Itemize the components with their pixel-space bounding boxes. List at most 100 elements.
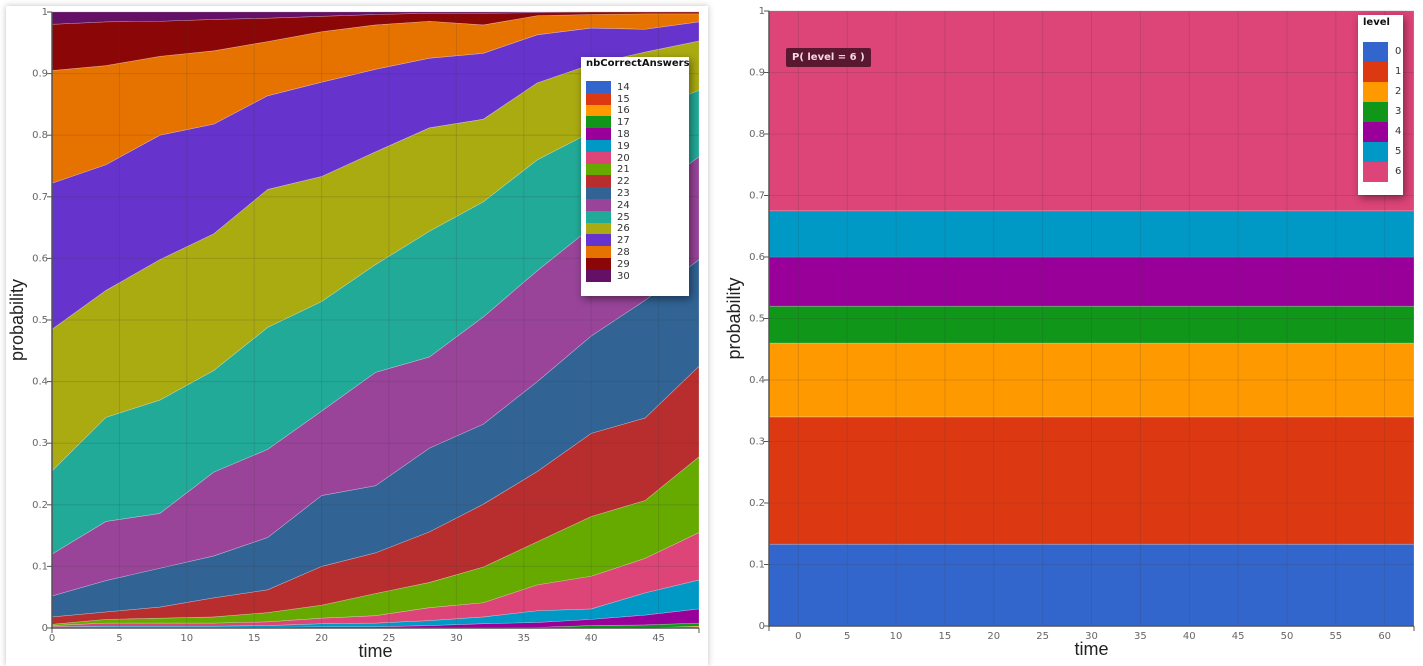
right-legend: level 0 1 2 3 4 5 6: [1358, 15, 1403, 195]
legend-item-14[interactable]: 14: [586, 81, 630, 93]
y-tick-label: 0.4: [749, 375, 765, 386]
legend-label: 4: [1395, 126, 1402, 137]
legend-swatch: [1363, 162, 1388, 182]
x-tick-label: 10: [890, 631, 903, 642]
left-legend-items: 14 15 16 17 18 19 20 21 22 23 24 25 26 27 28 29 30: [586, 81, 630, 282]
x-tick-label: 35: [1134, 631, 1147, 642]
y-tick-label: 0.6: [32, 253, 48, 264]
legend-label: 5: [1395, 146, 1402, 157]
y-axis-label: probability: [724, 277, 744, 359]
legend-swatch: [1363, 82, 1388, 102]
legend-item-4[interactable]: 4: [1363, 122, 1401, 142]
y-axis-label: probability: [7, 279, 27, 361]
legend-item-5[interactable]: 5: [1363, 142, 1401, 162]
x-axis-label: time: [1074, 639, 1108, 659]
x-tick-label: 30: [450, 633, 463, 644]
area-series-24[interactable]: [51, 156, 700, 597]
legend-item-27[interactable]: 27: [586, 234, 630, 247]
legend-label: 6: [1395, 166, 1402, 177]
y-tick-label: 0.3: [749, 437, 765, 448]
x-tick-label: 0: [49, 633, 55, 644]
y-tick-label: 1: [42, 7, 48, 18]
y-tick-label: 0: [42, 623, 48, 634]
legend-item-6[interactable]: 6: [1363, 162, 1401, 182]
legend-label: 17: [617, 117, 630, 129]
legend-item-26[interactable]: 26: [586, 222, 630, 235]
x-tick-label: 25: [383, 633, 396, 644]
area-series-26[interactable]: [51, 40, 700, 472]
legend-item-23[interactable]: 23: [586, 187, 630, 199]
legend-label: 20: [617, 152, 630, 164]
legend-swatch: [586, 81, 611, 93]
legend-item-3[interactable]: 3: [1363, 102, 1401, 122]
legend-item-29[interactable]: 29: [586, 257, 630, 270]
x-tick-label: 30: [1085, 631, 1098, 642]
y-tick-label: 0: [759, 621, 765, 632]
area-series-28[interactable]: [51, 13, 700, 184]
right-chart: 00.10.20.30.40.50.60.70.80.910 5 10 15 20 25 3…: [724, 6, 1415, 659]
legend-item-30[interactable]: 30: [586, 269, 630, 282]
x-tick-label: 10: [180, 633, 193, 644]
legend-item-22[interactable]: 22: [586, 175, 630, 188]
legend-swatch: [586, 104, 611, 117]
y-tick-label: 0.6: [749, 252, 765, 263]
legend-item-0[interactable]: 0: [1363, 42, 1401, 62]
legend-item-16[interactable]: 16: [586, 104, 630, 117]
legend-label: 21: [617, 164, 630, 176]
legend-label: 29: [617, 258, 630, 270]
legend-label: 26: [617, 223, 630, 235]
legend-label: 16: [617, 105, 630, 117]
x-tick-label: 15: [939, 631, 952, 642]
legend-item-28[interactable]: 28: [586, 246, 630, 258]
area-series-20[interactable]: [51, 532, 700, 628]
x-tick-label: 60: [1378, 631, 1391, 642]
area-series-29[interactable]: [51, 11, 700, 71]
legend-item-24[interactable]: 24: [586, 198, 630, 211]
legend-swatch: [586, 92, 611, 105]
x-tick-label: 40: [585, 633, 598, 644]
legend-item-20[interactable]: 20: [586, 151, 630, 164]
legend-label: 24: [617, 199, 630, 211]
y-tick-label: 0.9: [749, 68, 765, 79]
x-tick-label: 25: [1036, 631, 1049, 642]
legend-label: 19: [617, 140, 630, 152]
x-axis-label: time: [358, 641, 392, 661]
y-tick-label: 0.7: [32, 192, 48, 203]
left-legend: nbCorrectAnswers 14 15 16 17 18 19 20 21 22 23 24 2…: [581, 57, 690, 296]
legend-swatch: [1363, 102, 1388, 122]
legend-item-18[interactable]: 18: [586, 128, 630, 140]
legend-swatch: [586, 139, 611, 152]
y-tick-label: 0.8: [749, 129, 765, 140]
legend-swatch: [1363, 142, 1388, 162]
legend-swatch: [586, 222, 611, 235]
legend-item-2[interactable]: 2: [1363, 82, 1401, 102]
x-tick-label: 0: [795, 631, 801, 642]
right-legend-items: 0 1 2 3 4 5 6: [1363, 42, 1401, 182]
legend-swatch: [586, 163, 611, 176]
hover-tooltip: P( level = 6 ): [786, 48, 871, 67]
x-tick-label: 35: [517, 633, 530, 644]
legend-label: 15: [617, 93, 630, 105]
legend-item-15[interactable]: 15: [586, 92, 630, 105]
y-tick-label: 0.2: [749, 498, 765, 509]
area-series-25[interactable]: [51, 89, 700, 555]
legend-swatch: [586, 128, 611, 140]
x-tick-label: 55: [1329, 631, 1342, 642]
legend-swatch: [586, 246, 611, 258]
y-tick-label: 0.2: [32, 500, 48, 511]
legend-item-19[interactable]: 19: [586, 139, 630, 152]
legend-label: 22: [617, 176, 630, 188]
legend-item-1[interactable]: 1: [1363, 62, 1401, 82]
legend-swatch: [586, 175, 611, 188]
legend-swatch: [586, 257, 611, 270]
left-chart: 00.10.20.30.40.50.60.70.80.910 5 10 15 20 25 3…: [7, 7, 700, 661]
legend-swatch: [586, 269, 611, 282]
legend-swatch: [586, 116, 611, 129]
area-series-23[interactable]: [51, 259, 700, 618]
area-series-30[interactable]: [51, 11, 699, 25]
legend-item-25[interactable]: 25: [586, 210, 630, 223]
legend-item-17[interactable]: 17: [586, 116, 630, 129]
legend-item-21[interactable]: 21: [586, 163, 630, 176]
legend-swatch: [586, 198, 611, 211]
y-tick-label: 0.9: [32, 69, 48, 80]
